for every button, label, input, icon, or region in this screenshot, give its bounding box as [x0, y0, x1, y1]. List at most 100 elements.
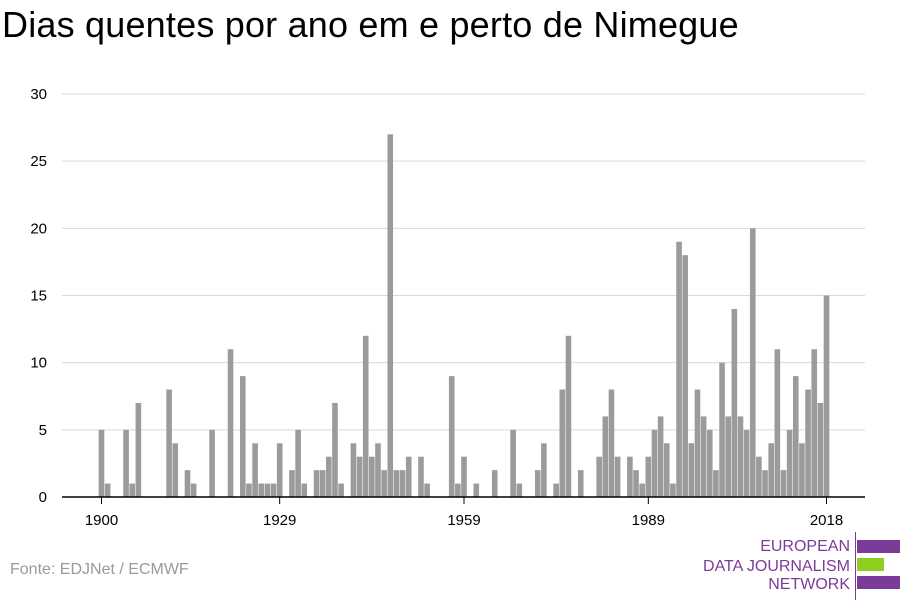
bar-1904 — [123, 429, 129, 497]
x-tick-label: 1959 — [447, 512, 480, 529]
bar-1943 — [362, 335, 369, 497]
bar-2012 — [786, 429, 793, 497]
bar-1927 — [264, 483, 271, 497]
bar-1971 — [534, 470, 541, 497]
bar-2014 — [799, 443, 805, 497]
logo-line-3: NETWORK — [768, 576, 850, 593]
x-tick-label: 1900 — [85, 512, 118, 529]
bar-2005 — [743, 429, 750, 497]
edjnet-logo: EUROPEAN DATA JOURNALISM NETWORK — [700, 532, 900, 600]
bar-1900 — [98, 429, 105, 497]
bar-1987 — [633, 470, 639, 497]
bar-1998 — [700, 416, 707, 497]
bar-1978 — [577, 470, 584, 497]
y-tick-label: 10 — [30, 355, 47, 372]
chart-title: Dias quentes por ano em e perto de Nimeg… — [2, 4, 739, 45]
bar-2016 — [811, 349, 818, 497]
y-tick-label: 5 — [39, 422, 47, 439]
x-tick-label: 1989 — [632, 512, 665, 529]
bar-2003 — [731, 308, 738, 497]
bar-2010 — [774, 349, 781, 497]
logo-bar-purple-top — [857, 540, 900, 553]
bar-1933 — [301, 483, 308, 497]
bar-1981 — [596, 456, 602, 497]
bar-1925 — [252, 443, 258, 497]
bar-1994 — [676, 241, 682, 497]
bar-1936 — [319, 470, 326, 497]
x-tick-label: 1929 — [263, 512, 296, 529]
bar-1983 — [608, 389, 615, 497]
bar-1924 — [246, 483, 252, 497]
y-tick-label: 25 — [30, 153, 47, 170]
bar-2013 — [792, 376, 799, 497]
bar-1906 — [135, 402, 142, 497]
bar-1935 — [313, 470, 320, 497]
bar-1949 — [399, 470, 406, 497]
y-tick-label: 0 — [39, 489, 47, 506]
bar-2008 — [762, 470, 768, 497]
bar-2002 — [725, 416, 731, 497]
grid-lines — [62, 93, 865, 431]
bar-1964 — [491, 470, 498, 497]
bar-1939 — [338, 483, 344, 497]
bar-2018 — [823, 295, 830, 497]
logo-divider — [855, 532, 856, 600]
bar-1993 — [670, 483, 676, 497]
bar-1914 — [184, 470, 191, 497]
bar-1991 — [657, 416, 664, 497]
y-tick-label: 30 — [30, 86, 47, 103]
bar-1926 — [258, 483, 265, 497]
bar-1984 — [614, 456, 621, 497]
bar-2000 — [713, 470, 719, 497]
bar-1972 — [541, 443, 547, 497]
bar-1959 — [461, 456, 467, 497]
bar-1992 — [663, 443, 670, 497]
bar-1967 — [510, 429, 516, 497]
bar-1944 — [369, 456, 375, 497]
y-tick-label: 15 — [30, 288, 47, 305]
bar-1957 — [448, 376, 455, 497]
logo-bar-green — [857, 558, 884, 571]
logo-line-2: DATA JOURNALISM — [703, 558, 850, 575]
source-note: Fonte: EDJNet / ECMWF — [10, 561, 189, 578]
bar-1942 — [356, 456, 363, 497]
bar-1915 — [190, 483, 197, 497]
bar-1986 — [627, 456, 633, 497]
bar-1945 — [375, 443, 381, 497]
bar-1905 — [129, 483, 136, 497]
bar-2009 — [768, 443, 775, 497]
bar-1950 — [405, 456, 412, 497]
bar-1911 — [166, 389, 172, 497]
bar-1947 — [387, 134, 394, 498]
bar-1921 — [227, 349, 234, 497]
y-tick-label: 20 — [30, 220, 47, 237]
bar-1948 — [393, 470, 400, 497]
bar-1952 — [418, 456, 424, 497]
bar-1997 — [694, 389, 701, 497]
x-tick-label: 2018 — [810, 512, 843, 529]
bar-1988 — [639, 483, 645, 497]
bar-1928 — [270, 483, 277, 497]
logo-bar-purple-bottom — [857, 576, 900, 589]
bar-1976 — [565, 335, 572, 497]
bar-1974 — [553, 483, 559, 497]
bar-1923 — [240, 376, 246, 497]
bar-1975 — [559, 389, 566, 497]
bar-chart: 0 5 10 15 20 25 30 1900 1929 1959 1989 2018 — [30, 86, 865, 529]
bar-1982 — [602, 416, 609, 497]
bar-2007 — [756, 456, 762, 497]
x-axis-ticks: 1900 1929 1959 1989 2018 — [85, 497, 843, 529]
bar-1901 — [104, 483, 111, 497]
bar-1989 — [645, 456, 652, 497]
bar-1912 — [172, 443, 179, 497]
bar-1968 — [516, 483, 523, 497]
bar-1953 — [424, 483, 430, 497]
bar-1941 — [350, 443, 357, 497]
bar-2004 — [737, 416, 744, 497]
bar-1995 — [682, 255, 688, 497]
bar-1996 — [688, 443, 695, 497]
bar-2001 — [719, 362, 725, 497]
bars — [98, 134, 830, 498]
bar-1932 — [295, 429, 301, 497]
bar-2011 — [780, 470, 787, 497]
